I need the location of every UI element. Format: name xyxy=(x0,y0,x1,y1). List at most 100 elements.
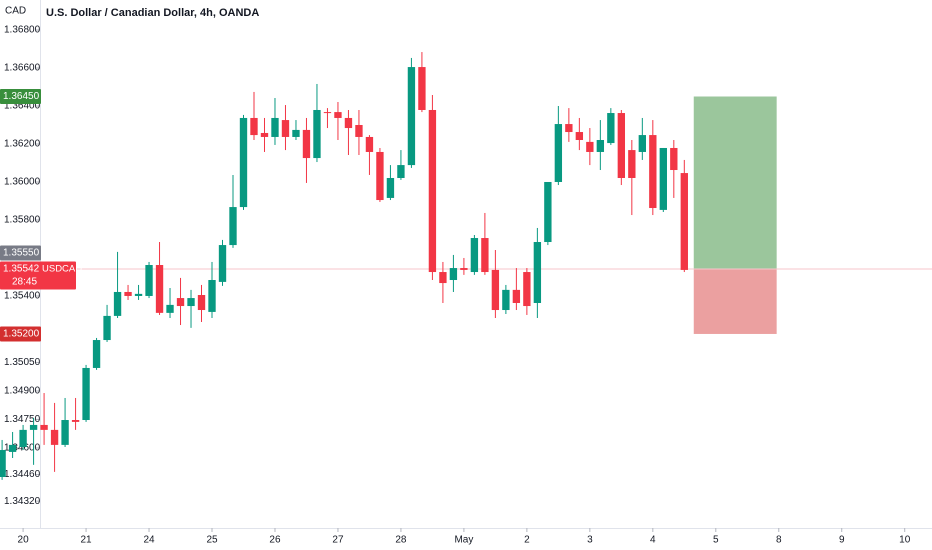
price-tag-label: 1.35200 xyxy=(3,329,40,340)
x-tick-label: 9 xyxy=(839,535,845,546)
candle-body xyxy=(40,424,48,430)
y-tick-label: 1.35050 xyxy=(4,357,41,368)
candle-body xyxy=(491,269,500,311)
price-tag-label: 1.35542 xyxy=(3,264,40,275)
y-tick-label: 1.34900 xyxy=(4,386,41,397)
candle-body xyxy=(302,129,311,159)
candle-body xyxy=(512,289,521,303)
candle-body xyxy=(397,165,405,178)
candle-body xyxy=(187,298,195,307)
x-tick-label: 21 xyxy=(81,535,93,546)
candle-body xyxy=(250,117,258,136)
candle-body xyxy=(649,135,657,209)
price-tag-label: 1.35550 xyxy=(3,248,40,259)
candle-body xyxy=(334,112,342,118)
candle-body xyxy=(197,295,206,311)
candle-body xyxy=(365,136,374,152)
candle-body xyxy=(523,272,531,307)
x-tick-label: 25 xyxy=(206,535,218,546)
x-tick-label: 5 xyxy=(713,535,719,546)
candle-body xyxy=(596,140,605,152)
candle-body xyxy=(271,117,279,137)
candle-body xyxy=(544,181,552,243)
candle-body xyxy=(229,207,237,246)
x-tick-label: 20 xyxy=(18,535,30,546)
y-tick-label: 1.36800 xyxy=(4,25,41,36)
price-tag xyxy=(0,326,41,342)
candle-body xyxy=(670,147,678,171)
candle-body xyxy=(659,147,667,210)
candle-body xyxy=(575,132,584,141)
candle-body xyxy=(607,113,615,144)
y-tick-label: 1.36000 xyxy=(4,177,41,188)
x-tick-label: May xyxy=(454,535,473,546)
candle-body xyxy=(323,112,332,114)
candle-body xyxy=(208,280,216,312)
x-tick-label: 26 xyxy=(269,535,281,546)
y-tick-label: 1.35400 xyxy=(4,291,41,302)
candle-body xyxy=(628,150,636,178)
candle-body xyxy=(176,298,185,307)
candle-body xyxy=(533,242,542,303)
candle-body xyxy=(134,293,143,296)
candle-body xyxy=(281,120,290,137)
y-tick-label: 1.34600 xyxy=(4,443,41,454)
candle-body xyxy=(92,340,101,368)
candle-body xyxy=(260,132,269,137)
candle-body xyxy=(0,450,6,477)
x-tick-label: 4 xyxy=(650,535,656,546)
y-tick-label: 1.36200 xyxy=(4,139,41,150)
candle-body xyxy=(71,420,80,422)
candle-body xyxy=(565,124,573,133)
candle-body xyxy=(638,135,646,152)
candle-body xyxy=(166,304,174,313)
candle-body xyxy=(29,424,38,430)
candle-body xyxy=(680,173,688,270)
x-tick-label: 2 xyxy=(524,535,530,546)
x-tick-label: 27 xyxy=(332,535,344,546)
candle-body xyxy=(145,265,153,296)
candle-body xyxy=(239,117,248,208)
price-tag xyxy=(0,261,76,290)
price-tag xyxy=(0,245,41,261)
candle-body xyxy=(313,109,321,159)
y-tick-label: 1.35800 xyxy=(4,215,41,226)
candle-body xyxy=(292,129,300,137)
candle-body xyxy=(407,67,416,166)
candle-body xyxy=(19,429,27,447)
x-tick-label: 24 xyxy=(143,535,155,546)
candle-body xyxy=(376,151,384,201)
price-tag-countdown: 28:45 xyxy=(12,277,37,288)
candle-body xyxy=(124,291,132,296)
candle-body xyxy=(554,124,563,182)
price-tag-symbol: USDCAD xyxy=(42,264,82,275)
candle-body xyxy=(617,113,626,178)
candle-body xyxy=(218,245,227,282)
candle-body xyxy=(481,238,489,273)
y-tick-label: 1.36600 xyxy=(4,63,41,74)
candle-body xyxy=(355,124,363,137)
candle-body xyxy=(460,268,468,270)
candle-body xyxy=(428,109,437,273)
candle-body xyxy=(586,141,594,152)
price-tag xyxy=(0,89,41,105)
x-tick-label: 8 xyxy=(776,535,782,546)
candle-body xyxy=(8,444,17,452)
candle-body xyxy=(386,177,395,198)
candle-body xyxy=(113,291,122,316)
currency-label: CAD xyxy=(5,6,26,17)
candle-body xyxy=(418,67,426,110)
y-tick-label: 1.36400 xyxy=(4,101,41,112)
y-tick-label: 1.34750 xyxy=(4,414,41,425)
candle-body xyxy=(82,367,90,421)
candle-body xyxy=(449,268,458,281)
x-tick-label: 3 xyxy=(587,535,593,546)
y-tick-label: 1.34320 xyxy=(4,496,41,507)
candle-body xyxy=(439,272,447,284)
candle-body xyxy=(61,420,69,445)
loss-zone xyxy=(693,268,777,334)
x-tick-label: 10 xyxy=(899,535,911,546)
